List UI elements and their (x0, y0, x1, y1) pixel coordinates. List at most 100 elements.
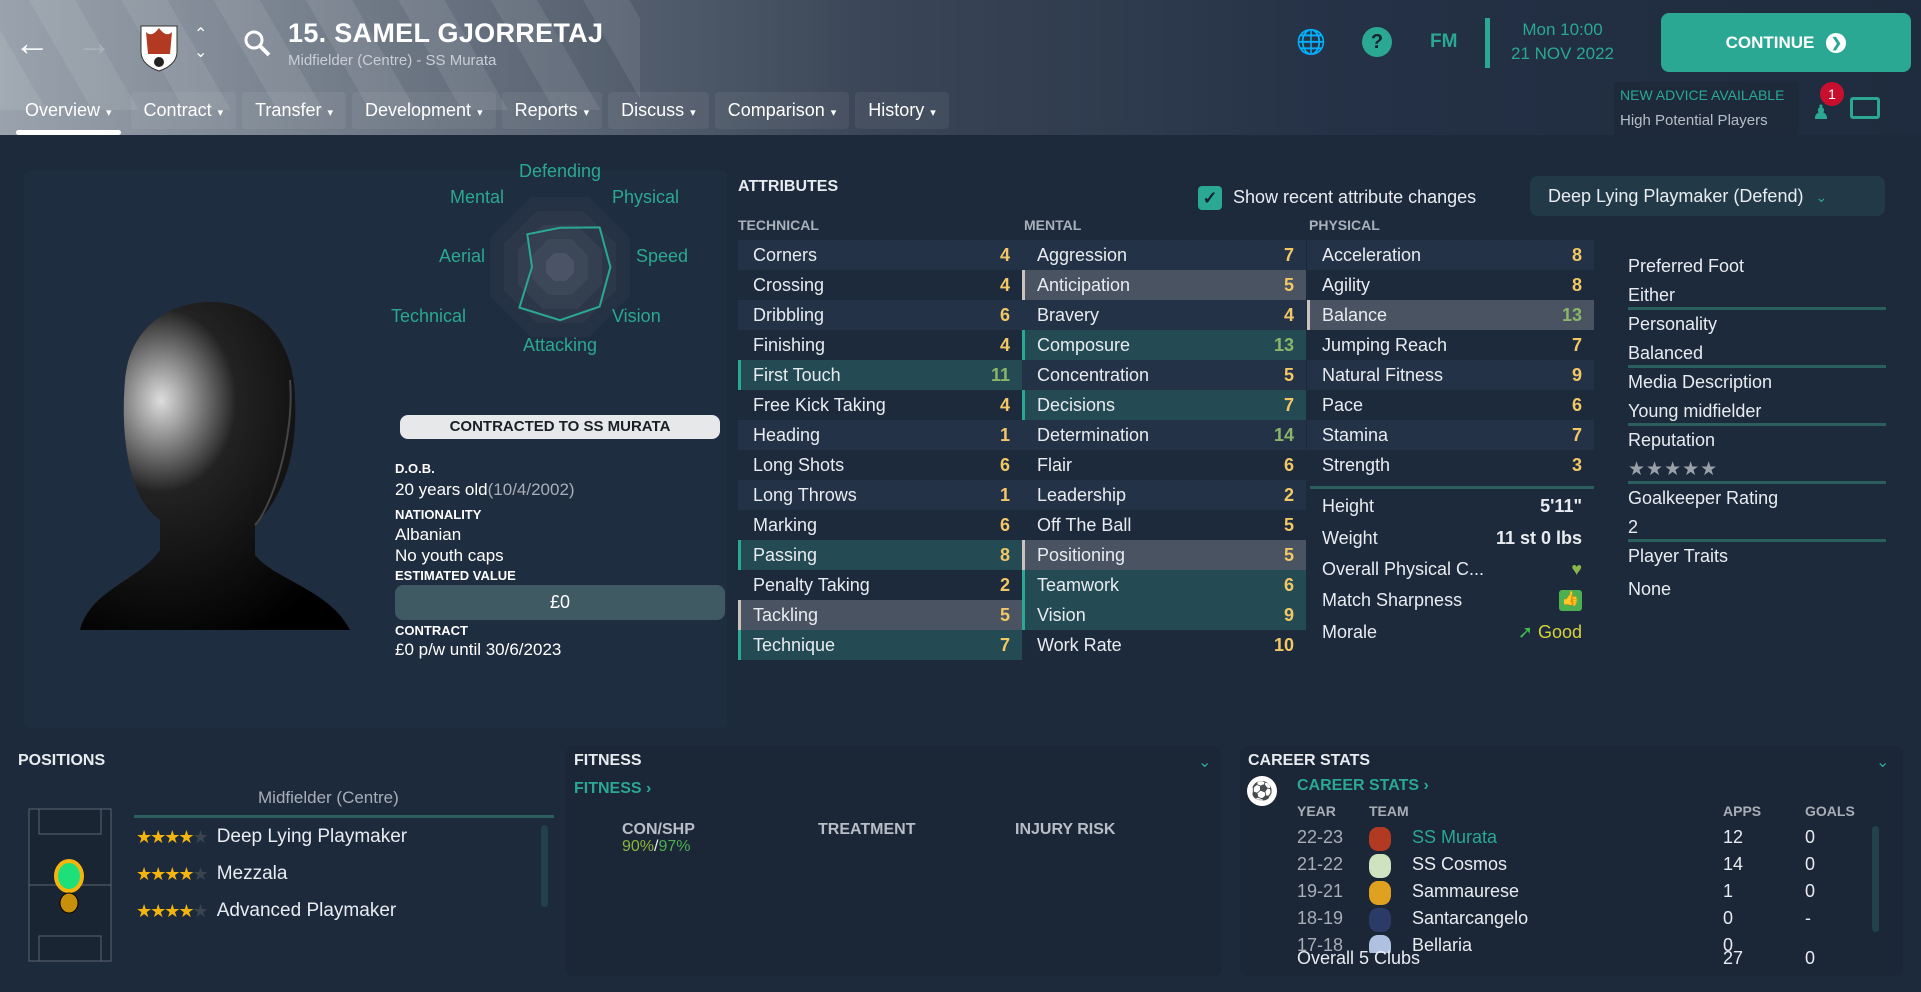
career-row[interactable]: 18-19 Santarcangelo 0 - (1297, 908, 1857, 935)
sharpness-row: Match Sharpness 👍 (1307, 590, 1594, 611)
attribute-row[interactable]: Work Rate 10 (1022, 630, 1306, 660)
chevron-down-icon[interactable]: ⌄ (1876, 754, 1890, 771)
attribute-row[interactable]: Penalty Taking 2 (738, 570, 1022, 600)
attribute-row[interactable]: Decisions 7 (1022, 390, 1306, 420)
tab-reports[interactable]: Reports ▾ (501, 92, 603, 129)
attribute-row[interactable]: Tackling 5 (738, 600, 1022, 630)
role-item[interactable]: ★★★★★ Mezzala (136, 863, 287, 885)
sharpness-label: Match Sharpness (1322, 590, 1463, 610)
attribute-row[interactable]: Dribbling 6 (738, 300, 1022, 330)
advice-panel[interactable]: NEW ADVICE AVAILABLE High Potential Playe… (1614, 82, 1799, 135)
contract-value: £0 p/w until 30/6/2023 (395, 640, 562, 659)
attribute-row[interactable]: Heading 1 (738, 420, 1022, 450)
attribute-row[interactable]: Pace 6 (1307, 390, 1594, 420)
age: 20 years old (395, 480, 488, 499)
attribute-row[interactable]: Agility 8 (1307, 270, 1594, 300)
attribute-row[interactable]: Leadership 2 (1022, 480, 1306, 510)
attribute-row[interactable]: Passing 8 (738, 540, 1022, 570)
attribute-value: 7 (1283, 394, 1294, 415)
attribute-row[interactable]: Acceleration 8 (1307, 240, 1594, 270)
attribute-row[interactable]: Corners 4 (738, 240, 1022, 270)
morale-row: Morale ➚ Good (1307, 622, 1594, 643)
show-changes-label[interactable]: Show recent attribute changes (1233, 187, 1477, 207)
up-down-chevron-icon[interactable]: ⌃ ⌄ (194, 26, 208, 61)
attribute-row[interactable]: Finishing 4 (738, 330, 1022, 360)
attribute-row[interactable]: Positioning 5 (1022, 540, 1306, 570)
attribute-row[interactable]: Bravery 4 (1022, 300, 1306, 330)
fitness-link[interactable]: FITNESS › (574, 780, 652, 797)
attribute-row[interactable]: Crossing 4 (738, 270, 1022, 300)
attribute-row[interactable]: Determination 14 (1022, 420, 1306, 450)
attribute-name: Agility (1322, 274, 1371, 295)
tab-contract[interactable]: Contract ▾ (130, 92, 237, 129)
continue-button[interactable]: CONTINUE ❯ (1661, 13, 1911, 72)
attribute-row[interactable]: Off The Ball 5 (1022, 510, 1306, 540)
career-table-header: YEAR TEAM APPS GOALS (1297, 803, 1857, 830)
attribute-row[interactable]: Teamwork 6 (1022, 570, 1306, 600)
scrollbar[interactable] (541, 825, 548, 907)
career-row[interactable]: 17-18 Bellaria 0 (1297, 935, 1857, 953)
attribute-row[interactable]: Long Shots 6 (738, 450, 1022, 480)
goals: - (1805, 908, 1811, 928)
monitor-icon[interactable] (1850, 97, 1880, 119)
attribute-value: 5 (1283, 274, 1294, 295)
attribute-row[interactable]: Free Kick Taking 4 (738, 390, 1022, 420)
attribute-name: Flair (1037, 454, 1072, 475)
globe-icon[interactable]: 🌐 (1296, 29, 1326, 56)
advisor-icon[interactable]: ♟ (1812, 102, 1830, 124)
show-changes-checkbox[interactable]: ✓ (1198, 186, 1222, 210)
value-label: ESTIMATED VALUE (395, 568, 516, 583)
tab-overview[interactable]: Overview ▾ (12, 92, 125, 135)
fm-logo-icon[interactable]: FM (1430, 31, 1458, 52)
overall-apps: 27 (1723, 948, 1744, 968)
career-row[interactable]: 21-22 SS Cosmos 14 0 (1297, 854, 1857, 881)
weight-value: 11 st 0 lbs (1495, 528, 1582, 548)
attribute-value: 13 (1561, 304, 1582, 325)
attribute-row[interactable]: Strength 3 (1307, 450, 1594, 480)
attribute-row[interactable]: First Touch 11 (738, 360, 1022, 390)
chevron-down-icon: ▾ (106, 107, 112, 119)
attribute-row[interactable]: Vision 9 (1022, 600, 1306, 630)
attribute-row[interactable]: Natural Fitness 9 (1307, 360, 1594, 390)
team-name[interactable]: SS Murata (1412, 827, 1498, 847)
help-icon[interactable]: ? (1362, 27, 1392, 57)
info-value: None (1628, 579, 1672, 599)
attribute-value: 7 (1571, 424, 1582, 445)
attribute-row[interactable]: Long Throws 1 (738, 480, 1022, 510)
attribute-row[interactable]: Stamina 7 (1307, 420, 1594, 450)
role-item[interactable]: ★★★★★ Advanced Playmaker (136, 900, 396, 922)
attribute-row[interactable]: Flair 6 (1022, 450, 1306, 480)
attribute-value: 3 (1571, 454, 1582, 475)
role-dropdown[interactable]: Deep Lying Playmaker (Defend) ⌄ (1530, 176, 1885, 216)
forward-arrow-icon[interactable]: → (76, 22, 112, 63)
attribute-name: Finishing (753, 334, 826, 355)
attribute-row[interactable]: Concentration 5 (1022, 360, 1306, 390)
tab-history[interactable]: History ▾ (855, 92, 949, 129)
tab-discuss[interactable]: Discuss ▾ (608, 92, 709, 129)
career-row[interactable]: 19-21 Sammaurese 1 0 (1297, 881, 1857, 908)
attribute-name: Stamina (1322, 424, 1389, 445)
tab-development[interactable]: Development ▾ (352, 92, 496, 129)
attribute-name: Tackling (753, 604, 819, 625)
attribute-row[interactable]: Balance 13 (1307, 300, 1594, 330)
positions-title: POSITIONS (18, 752, 106, 769)
attribute-value: 2 (999, 574, 1010, 595)
attribute-row[interactable]: Marking 6 (738, 510, 1022, 540)
attribute-row[interactable]: Composure 13 (1022, 330, 1306, 360)
chevron-down-icon[interactable]: ⌄ (1198, 754, 1212, 771)
career-stats-link[interactable]: CAREER STATS › (1297, 777, 1429, 794)
attribute-row[interactable]: Anticipation 5 (1022, 270, 1306, 300)
apps-header: APPS (1723, 803, 1762, 819)
scrollbar[interactable] (1872, 826, 1879, 932)
attribute-row[interactable]: Aggression 7 (1022, 240, 1306, 270)
back-arrow-icon[interactable]: ← (14, 22, 50, 63)
club-crest-icon (1369, 881, 1391, 905)
attribute-row[interactable]: Jumping Reach 7 (1307, 330, 1594, 360)
tab-comparison[interactable]: Comparison ▾ (714, 92, 850, 129)
role-item[interactable]: ★★★★★ Deep Lying Playmaker (136, 826, 407, 848)
attribute-row[interactable]: Technique 7 (738, 630, 1022, 660)
search-icon[interactable] (242, 28, 272, 58)
game-date[interactable]: Mon 10:00 21 NOV 2022 (1485, 18, 1635, 68)
tab-transfer[interactable]: Transfer ▾ (242, 92, 346, 129)
career-row[interactable]: 22-23 SS Murata 12 0 (1297, 827, 1857, 854)
